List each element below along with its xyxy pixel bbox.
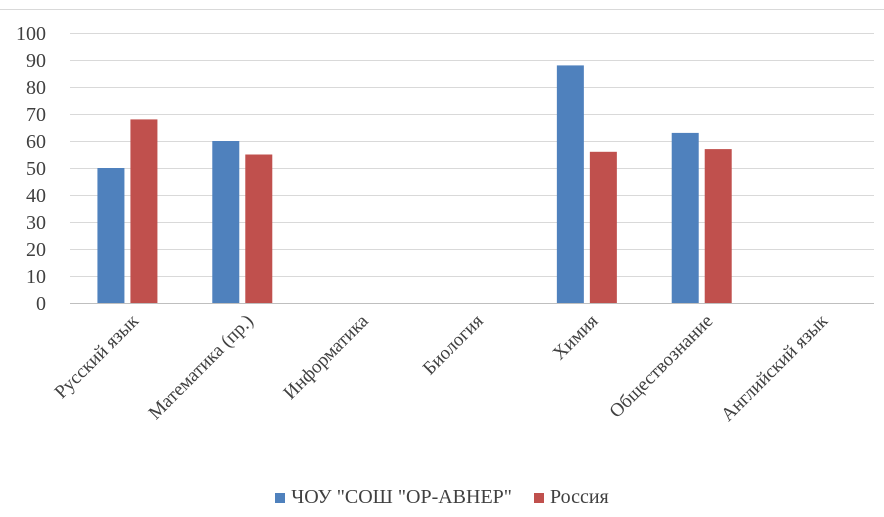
y-tick-label: 10 xyxy=(26,266,46,288)
gridlines xyxy=(0,9,884,304)
y-tick-label: 0 xyxy=(36,293,46,315)
bar xyxy=(556,65,584,304)
y-tick-label: 80 xyxy=(26,77,46,99)
x-category-label: Биология xyxy=(419,311,488,380)
legend-label-series-2: Россия xyxy=(549,486,609,508)
y-tick-label: 20 xyxy=(26,239,46,261)
bar xyxy=(671,132,699,303)
y-tick-label: 60 xyxy=(26,131,46,153)
legend-swatch-series-1 xyxy=(275,492,286,503)
x-category-label: Обществознание xyxy=(606,311,718,423)
y-tick-label: 30 xyxy=(26,212,46,234)
bars xyxy=(97,65,732,304)
x-category-label: Математика (пр.) xyxy=(145,311,258,424)
y-tick-label: 90 xyxy=(26,50,46,72)
y-tick-label: 70 xyxy=(26,104,46,126)
legend-swatch-series-2 xyxy=(533,492,544,503)
bar xyxy=(97,168,125,303)
legend-item-series-1: ЧОУ "СОШ "ОР-АВНЕР" xyxy=(275,486,512,509)
bar xyxy=(704,149,732,303)
y-axis-ticks: 0 10 20 30 40 50 60 70 80 90 100 xyxy=(16,23,46,315)
bar xyxy=(130,119,158,304)
bar xyxy=(589,151,617,303)
x-category-label: Химия xyxy=(549,311,603,365)
x-category-label: Русский язык xyxy=(51,310,144,403)
x-category-label: Информатика xyxy=(280,310,373,403)
y-tick-label: 50 xyxy=(26,158,46,180)
legend-item-series-2: Россия xyxy=(533,486,609,509)
bar xyxy=(212,141,240,303)
legend: ЧОУ "СОШ "ОР-АВНЕР" Россия xyxy=(0,486,884,509)
y-tick-label: 40 xyxy=(26,185,46,207)
x-category-label: Английский язык xyxy=(717,310,832,425)
legend-label-series-1: ЧОУ "СОШ "ОР-АВНЕР" xyxy=(291,486,512,508)
bar xyxy=(245,154,273,303)
y-tick-label: 100 xyxy=(16,23,46,45)
x-axis-labels: Русский язык Математика (пр.) Информатика Б… xyxy=(51,310,833,425)
